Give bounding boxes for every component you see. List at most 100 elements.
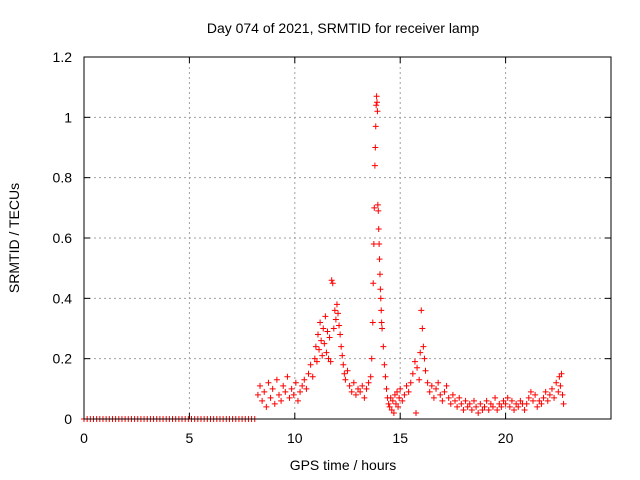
data-point	[371, 204, 378, 211]
data-point	[392, 400, 399, 407]
data-point	[382, 373, 389, 380]
data-point	[462, 397, 469, 404]
data-point	[375, 207, 382, 214]
data-point	[399, 397, 406, 404]
data-point	[346, 382, 353, 389]
data-point	[422, 367, 429, 374]
data-point	[290, 391, 297, 398]
data-point	[263, 403, 270, 410]
data-point	[411, 358, 418, 365]
data-point	[286, 394, 293, 401]
data-point	[374, 108, 381, 115]
data-point	[294, 397, 301, 404]
data-point	[388, 406, 395, 413]
data-point	[320, 325, 327, 332]
data-point	[372, 123, 379, 130]
data-point	[468, 406, 475, 413]
data-point	[352, 391, 359, 398]
data-point	[350, 379, 357, 386]
data-point	[437, 391, 444, 398]
data-point	[314, 331, 321, 338]
data-point	[328, 277, 335, 284]
data-point	[506, 403, 513, 410]
data-point	[496, 400, 503, 407]
data-point	[416, 376, 423, 383]
data-point	[305, 370, 312, 377]
data-point	[443, 382, 450, 389]
data-point	[441, 388, 448, 395]
data-point	[540, 394, 547, 401]
data-point	[378, 307, 385, 314]
data-point	[340, 361, 347, 368]
data-point	[511, 406, 518, 413]
data-point	[275, 391, 282, 398]
data-point	[536, 397, 543, 404]
data-point	[551, 394, 558, 401]
data-point	[333, 301, 340, 308]
data-point	[278, 397, 285, 404]
data-point	[397, 385, 404, 392]
data-point	[417, 349, 424, 356]
data-point	[534, 403, 541, 410]
x-axis-ticks: 0 5 10 15 20	[80, 57, 514, 446]
data-point	[370, 280, 377, 287]
data-point	[385, 400, 392, 407]
data-point	[368, 355, 375, 362]
data-point	[394, 388, 401, 395]
data-point	[557, 382, 564, 389]
data-point	[311, 355, 318, 362]
data-point	[309, 373, 316, 380]
data-point	[403, 382, 410, 389]
data-point	[280, 382, 287, 389]
data-point	[337, 331, 344, 338]
data-point	[460, 406, 467, 413]
data-point	[376, 271, 383, 278]
data-point	[473, 403, 480, 410]
y-tick-label: 0.4	[53, 290, 73, 306]
data-point	[475, 409, 482, 416]
data-point	[357, 388, 364, 395]
data-point	[556, 373, 563, 380]
data-point	[559, 391, 566, 398]
data-point	[401, 391, 408, 398]
data-point	[530, 397, 537, 404]
data-point	[428, 382, 435, 389]
data-point	[284, 373, 291, 380]
y-tick-label: 0	[64, 411, 72, 427]
data-point	[419, 325, 426, 332]
data-point	[487, 400, 494, 407]
data-point	[445, 394, 452, 401]
data-point	[527, 388, 534, 395]
data-point	[318, 337, 325, 344]
data-point	[548, 385, 555, 392]
data-point	[341, 370, 348, 377]
data-point	[544, 397, 551, 404]
data-point	[374, 201, 381, 208]
data-point	[376, 241, 383, 248]
data-point	[299, 382, 306, 389]
data-point	[365, 379, 372, 386]
data-point	[379, 325, 386, 332]
data-point	[369, 319, 376, 326]
x-tick-label: 5	[186, 430, 194, 446]
data-point	[477, 400, 484, 407]
data-point	[336, 322, 343, 329]
data-point	[325, 355, 332, 362]
data-point	[492, 394, 499, 401]
data-point	[297, 388, 304, 395]
data-point	[338, 343, 345, 350]
data-point	[323, 349, 330, 356]
data-point	[396, 394, 403, 401]
data-point	[435, 379, 442, 386]
data-point	[373, 93, 380, 100]
data-point	[330, 325, 337, 332]
data-point	[483, 397, 490, 404]
data-point	[271, 400, 278, 407]
data-point	[458, 400, 465, 407]
data-point	[433, 385, 440, 392]
data-point	[521, 406, 528, 413]
data-point	[329, 280, 336, 287]
data-point	[391, 391, 398, 398]
data-point	[335, 310, 342, 317]
